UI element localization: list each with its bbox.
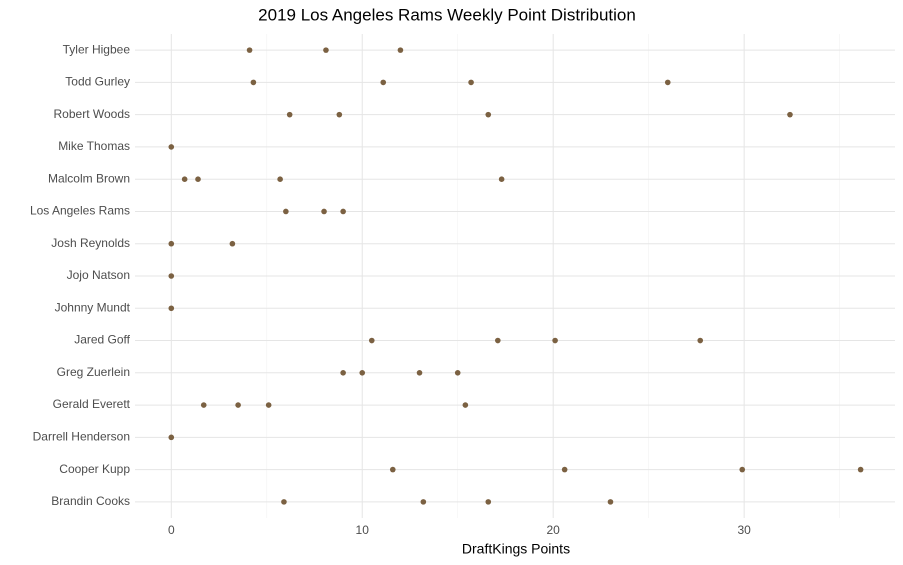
point bbox=[485, 111, 492, 118]
point bbox=[283, 208, 289, 215]
point bbox=[462, 402, 469, 408]
point bbox=[498, 176, 505, 182]
x-tick-label: 20 bbox=[547, 523, 561, 537]
y-tick-label: Greg Zuerlein bbox=[57, 365, 130, 379]
y-tick-label: Jared Goff bbox=[74, 333, 130, 347]
point bbox=[286, 111, 293, 118]
point bbox=[168, 240, 175, 247]
point bbox=[323, 47, 329, 53]
point bbox=[246, 47, 253, 53]
point bbox=[552, 337, 558, 344]
point bbox=[697, 337, 704, 344]
point bbox=[454, 370, 461, 376]
point bbox=[368, 337, 375, 344]
point bbox=[607, 499, 614, 505]
point bbox=[281, 499, 287, 505]
point bbox=[229, 240, 236, 247]
point bbox=[250, 79, 257, 86]
point bbox=[420, 499, 427, 505]
point bbox=[561, 466, 568, 473]
point bbox=[359, 370, 366, 376]
point bbox=[321, 208, 327, 215]
y-tick-label: Brandin Cooks bbox=[51, 494, 130, 508]
x-tick-label: 0 bbox=[168, 523, 175, 537]
y-tick-label: Jojo Natson bbox=[67, 268, 130, 282]
y-tick-label: Los Angeles Rams bbox=[30, 204, 130, 218]
point bbox=[168, 434, 175, 441]
point bbox=[664, 79, 671, 86]
point bbox=[857, 466, 864, 473]
x-axis-title: DraftKings Points bbox=[462, 541, 570, 557]
point bbox=[277, 176, 283, 182]
point bbox=[235, 402, 241, 408]
point bbox=[340, 370, 346, 376]
point bbox=[168, 144, 175, 150]
y-tick-label: Robert Woods bbox=[54, 107, 130, 121]
y-tick-label: Darrell Henderson bbox=[33, 430, 130, 444]
point bbox=[380, 79, 387, 86]
point bbox=[787, 111, 793, 118]
point bbox=[195, 176, 201, 182]
point bbox=[397, 47, 404, 53]
point bbox=[468, 79, 474, 86]
point bbox=[485, 499, 492, 505]
point bbox=[495, 337, 501, 344]
chart-title: 2019 Los Angeles Rams Weekly Point Distr… bbox=[258, 5, 636, 24]
y-tick-label: Josh Reynolds bbox=[51, 236, 130, 250]
point bbox=[389, 466, 396, 473]
point bbox=[340, 208, 346, 215]
y-tick-label: Johnny Mundt bbox=[55, 300, 131, 314]
y-tick-label: Malcolm Brown bbox=[48, 171, 130, 185]
y-tick-label: Todd Gurley bbox=[65, 75, 130, 89]
point bbox=[168, 273, 175, 279]
y-tick-label: Gerald Everett bbox=[53, 397, 131, 411]
point bbox=[336, 111, 343, 118]
point bbox=[181, 176, 188, 182]
point bbox=[739, 466, 746, 473]
point bbox=[200, 402, 207, 408]
point bbox=[168, 305, 175, 312]
y-tick-label: Cooper Kupp bbox=[59, 462, 130, 476]
y-tick-label: Mike Thomas bbox=[58, 139, 130, 153]
point bbox=[265, 402, 272, 408]
x-tick-label: 10 bbox=[356, 523, 370, 537]
y-tick-label: Tyler Higbee bbox=[63, 42, 131, 56]
x-tick-label: 30 bbox=[737, 523, 751, 537]
point bbox=[416, 370, 423, 376]
